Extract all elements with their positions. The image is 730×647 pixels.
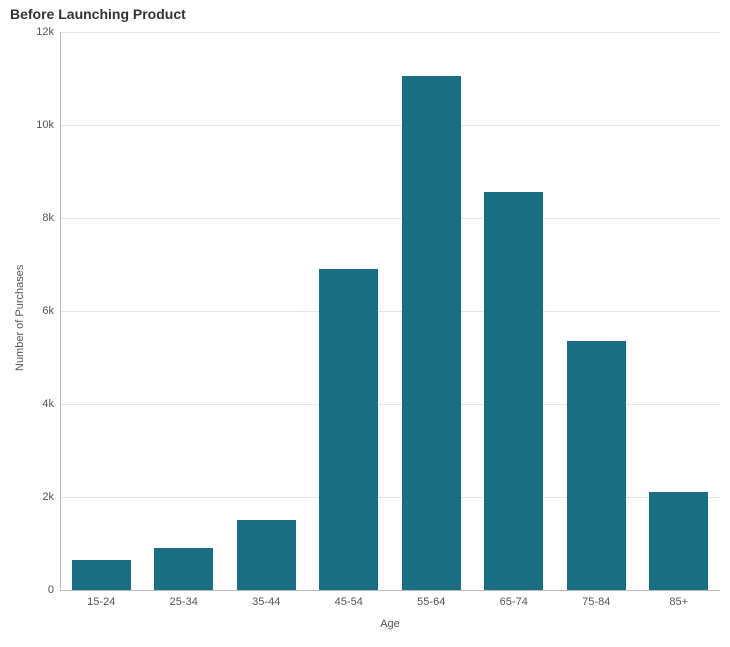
y-tick-label: 12k [36,26,54,38]
x-tick-label: 75-84 [582,596,610,608]
x-axis-line [60,590,720,591]
bar [484,192,543,590]
grid-line [60,218,720,219]
x-tick-label: 15-24 [87,596,115,608]
bar [237,520,296,590]
x-tick-label: 85+ [669,596,688,608]
bar [567,341,626,590]
y-tick-label: 0 [48,584,54,596]
bar [319,269,378,590]
y-tick-label: 2k [42,491,54,503]
bar [72,560,131,590]
chart-container: Before Launching Product Number of Purch… [0,0,730,647]
grid-line [60,311,720,312]
plot-area: 02k4k6k8k10k12k15-2425-3435-4445-5455-64… [60,32,720,590]
chart-title: Before Launching Product [10,6,186,22]
x-axis-label: Age [60,618,720,630]
x-tick-label: 55-64 [417,596,445,608]
x-tick-label: 25-34 [170,596,198,608]
grid-line [60,32,720,33]
x-tick-label: 65-74 [500,596,528,608]
y-tick-label: 8k [42,212,54,224]
y-axis-label: Number of Purchases [14,265,26,371]
bar [154,548,213,590]
y-tick-label: 6k [42,305,54,317]
y-tick-label: 4k [42,398,54,410]
x-tick-label: 35-44 [252,596,280,608]
grid-line [60,125,720,126]
y-tick-label: 10k [36,119,54,131]
bar [402,76,461,590]
y-axis-line [60,32,61,590]
x-tick-label: 45-54 [335,596,363,608]
bar [649,492,708,590]
